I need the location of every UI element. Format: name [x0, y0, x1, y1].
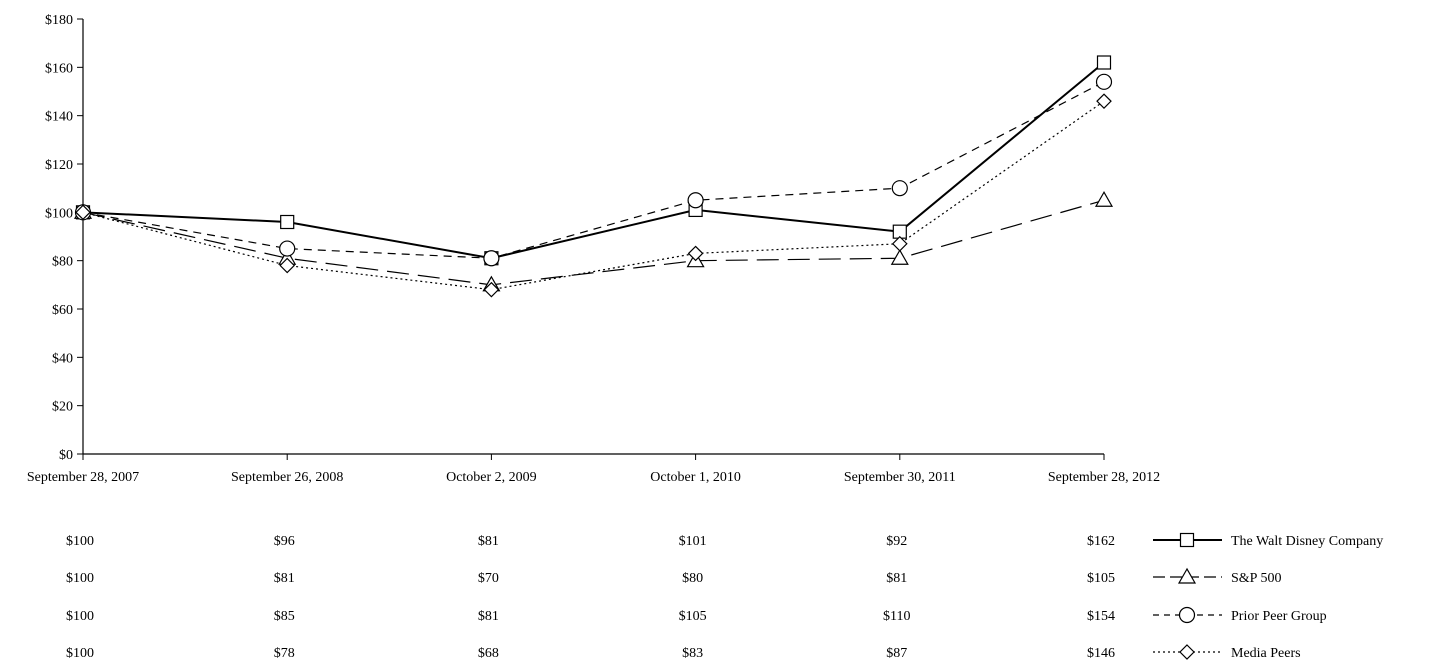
table-cell: $68: [478, 646, 499, 661]
data-point-3-2: [483, 281, 500, 298]
table-cell: $92: [886, 534, 907, 549]
legend-marker-3: [1179, 644, 1195, 660]
table-cell: $162: [1087, 534, 1115, 549]
data-point-2-2: [483, 250, 500, 267]
series-line-2: [82, 81, 1105, 259]
table-cell: $100: [66, 534, 94, 549]
x-tick-label: September 30, 2011: [844, 470, 956, 485]
y-tick-label: $160: [45, 61, 73, 76]
table-cell: $146: [1087, 646, 1115, 661]
y-tick-label: $120: [45, 158, 73, 173]
data-point-2-1: [279, 240, 296, 257]
table-cell: $70: [478, 571, 499, 586]
legend-marker-1: [1177, 567, 1197, 584]
y-tick-label: $40: [52, 351, 73, 366]
data-point-3-4: [891, 235, 908, 252]
legend-marker-0: [1179, 532, 1195, 548]
table-cell: $81: [478, 534, 499, 549]
data-point-3-1: [279, 257, 296, 274]
series-markers: [73, 55, 1114, 298]
table-cell: $101: [679, 534, 707, 549]
table-cell: $96: [274, 534, 295, 549]
y-tick-label: $20: [52, 400, 73, 415]
data-point-3-5: [1096, 93, 1112, 110]
series-line-0: [82, 61, 1105, 260]
y-tick-label: $0: [59, 448, 73, 463]
legend: The Walt Disney Company S&P 500 Prior Peer…: [1153, 532, 1383, 661]
series-line-3: [82, 100, 1105, 291]
table-cell: $81: [478, 609, 499, 624]
table-cell: $100: [66, 646, 94, 661]
x-tick-label: October 1, 2010: [650, 470, 741, 485]
data-table: $100 $96 $81 $101 $92 $162 $100 $81 $70 $80 $81 $10…: [66, 534, 1115, 661]
table-cell: $110: [883, 609, 910, 624]
table-cell: $100: [66, 609, 94, 624]
legend-marker-2: [1178, 606, 1196, 624]
table-cell: $100: [66, 571, 94, 586]
y-tick-label: $140: [45, 110, 73, 125]
data-point-0-1: [280, 214, 295, 230]
y-tick-label: $100: [45, 206, 73, 221]
table-cell: $85: [274, 609, 295, 624]
x-tick-label: October 2, 2009: [446, 470, 537, 485]
legend-label: Media Peers: [1231, 646, 1301, 661]
data-point-1-5: [1094, 191, 1114, 207]
table-cell: $154: [1087, 609, 1115, 624]
data-point-3-0: [75, 204, 91, 221]
data-point-2-4: [891, 180, 908, 197]
data-point-2-3: [687, 192, 704, 209]
data-point-1-4: [890, 249, 909, 265]
data-point-0-5: [1096, 55, 1112, 70]
table-cell: $83: [682, 646, 703, 661]
x-tick-label: September 26, 2008: [231, 470, 343, 485]
chart-axes: $0 $20 $40 $60 $80 $100 $120 $140 $160 $180 Septem…: [27, 13, 1160, 485]
legend-label: The Walt Disney Company: [1231, 534, 1383, 549]
data-point-2-5: [1095, 73, 1113, 90]
table-cell: $78: [274, 646, 295, 661]
series-lines: [82, 61, 1105, 291]
legend-label: Prior Peer Group: [1231, 609, 1327, 624]
y-tick-label: $80: [52, 255, 73, 270]
y-tick-label: $60: [52, 303, 73, 318]
legend-label: S&P 500: [1231, 571, 1281, 586]
table-cell: $81: [274, 571, 295, 586]
table-cell: $80: [682, 571, 703, 586]
x-tick-label: September 28, 2012: [1048, 470, 1160, 485]
table-cell: $87: [886, 646, 907, 661]
y-tick-label: $180: [45, 13, 73, 28]
table-cell: $81: [886, 571, 907, 586]
table-cell: $105: [679, 609, 707, 624]
table-cell: $105: [1087, 571, 1115, 586]
series-line-1: [82, 199, 1105, 286]
data-point-3-3: [687, 245, 704, 262]
x-tick-label: September 28, 2007: [27, 470, 139, 485]
